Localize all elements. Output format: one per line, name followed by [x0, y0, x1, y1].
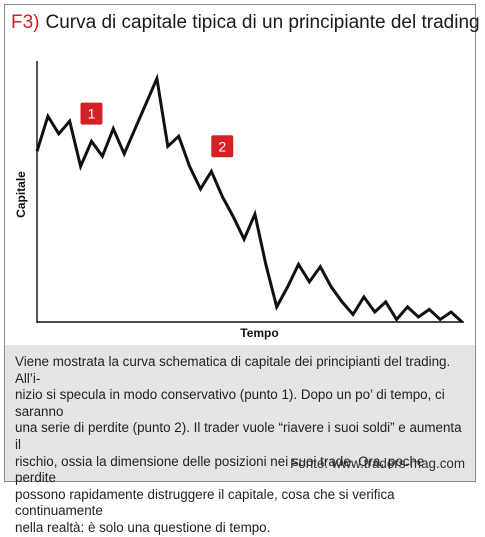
source-credit: Fonte: www.traders-mag.com [290, 456, 465, 471]
chart-annotations: 12 [80, 102, 234, 158]
equity-curve-line [35, 73, 464, 324]
chart-series [35, 73, 464, 324]
chart-axes [36, 61, 464, 323]
x-axis-label: Tempo [240, 326, 278, 340]
point-badge-2 [211, 135, 234, 158]
caption-line: Viene mostrata la curva schematica di ca… [15, 354, 451, 386]
chart-labels: Tempo Capitale [14, 171, 279, 340]
y-axis-label: Capitale [14, 171, 28, 218]
figure-header: F3) Curva di capitale tipica di un princi… [11, 12, 480, 42]
figure-title: Curva di capitale tipica di un principia… [45, 12, 480, 33]
caption-box: Viene mostrata la curva schematica di ca… [5, 345, 475, 535]
caption-line: nella realtà: è solo una questione di te… [15, 519, 271, 535]
caption-line: una serie di perdite (punto 2). Il trade… [15, 420, 462, 452]
caption-line: nizio si specula in modo conservativo (p… [15, 387, 445, 419]
point-badge-label-1: 1 [88, 106, 96, 122]
point-badge-1 [80, 102, 103, 125]
point-badge-label-2: 2 [218, 138, 226, 154]
caption-text: Viene mostrata la curva schematica di ca… [15, 354, 467, 537]
caption-line: possono rapidamente distruggere il capit… [15, 486, 395, 519]
figure-panel: F3) Curva di capitale tipica di un princi… [4, 4, 480, 535]
caption-line: rischio, ossia la dimensione delle posiz… [15, 453, 425, 486]
figure-number: F3) [11, 12, 40, 33]
